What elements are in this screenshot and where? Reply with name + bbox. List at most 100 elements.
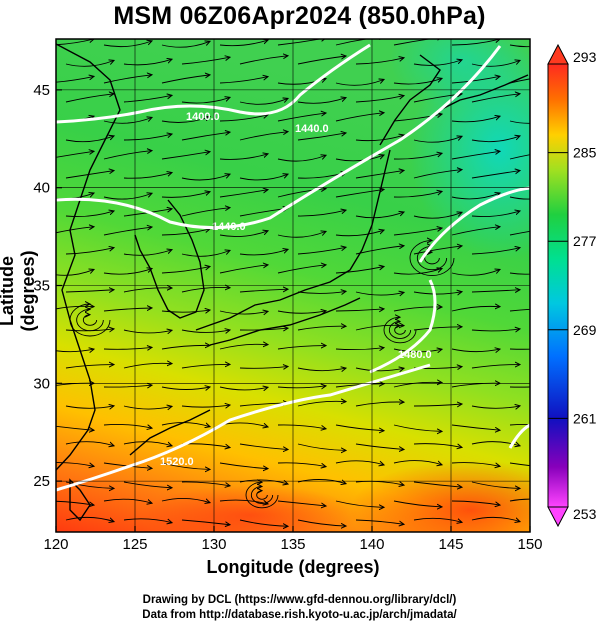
streamline: [161, 75, 210, 84]
streamline: [219, 40, 268, 47]
streamline: [103, 151, 152, 160]
streamline: [451, 39, 500, 46]
streamline: [219, 265, 268, 274]
streamline: [335, 155, 384, 162]
streamline: [65, 406, 114, 408]
streamline: [123, 250, 172, 256]
streamline: [451, 424, 500, 430]
colorbar: 293 285 277 269 261 253: [547, 43, 597, 528]
streamline: [277, 424, 326, 429]
streamline: [123, 59, 172, 66]
streamline: [471, 171, 520, 179]
streamline: [239, 56, 288, 65]
streamline: [277, 311, 326, 313]
y-tick-label: 35: [33, 278, 50, 295]
streamline: [413, 212, 462, 219]
streamline: [393, 153, 442, 160]
streamline: [451, 500, 500, 505]
streamline: [297, 210, 346, 217]
streamline: [181, 250, 230, 257]
streamline: [123, 134, 172, 141]
x-tick-label: 120: [43, 536, 68, 553]
streamline: [219, 462, 268, 469]
streamline: [297, 368, 346, 371]
streamline: [123, 173, 172, 179]
streamline: [239, 289, 288, 293]
coastline-china: [56, 43, 121, 471]
streamline: [413, 481, 462, 487]
streamline: [393, 500, 442, 507]
streamline: [355, 58, 404, 65]
streamline: [355, 368, 404, 371]
streamline: [335, 266, 384, 274]
streamline: [277, 113, 326, 122]
streamline: [56, 462, 94, 467]
streamline: [277, 39, 326, 46]
streamline: [161, 422, 210, 427]
streamline: [471, 406, 520, 408]
contour-label: 1440.0: [212, 221, 246, 233]
streamline: [471, 290, 520, 292]
streamline: [297, 443, 346, 450]
credit-drawing: Drawing by DCL (https://www.gfd-dennou.o…: [142, 594, 457, 606]
streamline: [277, 386, 326, 388]
streamline: [56, 349, 94, 352]
x-axis-label: Longitude (degrees): [206, 557, 380, 577]
streamline: [181, 405, 230, 407]
height-contours: [56, 43, 530, 492]
streamline: [413, 292, 462, 294]
streamline: [471, 248, 520, 255]
streamline: [509, 498, 530, 502]
y-tick-label: 30: [33, 375, 50, 392]
swirl-streamline: [256, 491, 268, 500]
streamline: [413, 327, 462, 331]
streamline: [451, 116, 500, 123]
colorbar-bottom-arrow: [547, 506, 569, 528]
streamline: [123, 481, 172, 488]
streamline: [297, 247, 346, 255]
streamline: [161, 462, 210, 469]
streamline: [161, 192, 210, 198]
streamline: [277, 231, 326, 238]
swirl-streamline: [416, 246, 448, 271]
streamline: [181, 364, 230, 369]
streamline: [239, 443, 288, 450]
x-tick-label: 125: [122, 536, 147, 553]
y-axis: 25 30 35 40 45: [33, 82, 62, 490]
streamline: [65, 290, 114, 292]
streamline: [123, 95, 172, 103]
streamline: [219, 231, 268, 237]
streamline: [393, 382, 442, 388]
streamline: [335, 39, 384, 46]
streamline: [355, 170, 404, 179]
chart-title: MSM 06Z06Apr2024 (850.0hPa): [113, 2, 486, 30]
streamline: [413, 60, 462, 66]
streamline: [219, 154, 268, 160]
coastline-japan-south: [209, 297, 361, 346]
streamline: [103, 385, 152, 387]
streamline: [219, 77, 268, 84]
contour-label: 1520.0: [160, 456, 194, 468]
streamline: [277, 265, 326, 274]
streamline: [239, 366, 288, 368]
contour-label: 1480.0: [398, 349, 432, 361]
streamline: [56, 269, 94, 276]
streamline: [161, 117, 210, 123]
colorbar-body: [547, 63, 569, 508]
streamline: [413, 136, 462, 143]
streamline: [451, 193, 500, 200]
streamline: [335, 230, 384, 237]
streamline: [413, 170, 462, 179]
coastline-korea: [134, 199, 205, 319]
streamline: [509, 272, 530, 275]
swirl-streamline: [82, 315, 98, 326]
streamline: [239, 174, 288, 181]
streamline: [451, 227, 500, 236]
streamline: [413, 517, 462, 522]
streamline: [355, 443, 404, 449]
streamline: [471, 329, 520, 331]
streamline: [413, 246, 462, 255]
streamline: [355, 402, 404, 407]
x-tick-label: 140: [359, 536, 384, 553]
